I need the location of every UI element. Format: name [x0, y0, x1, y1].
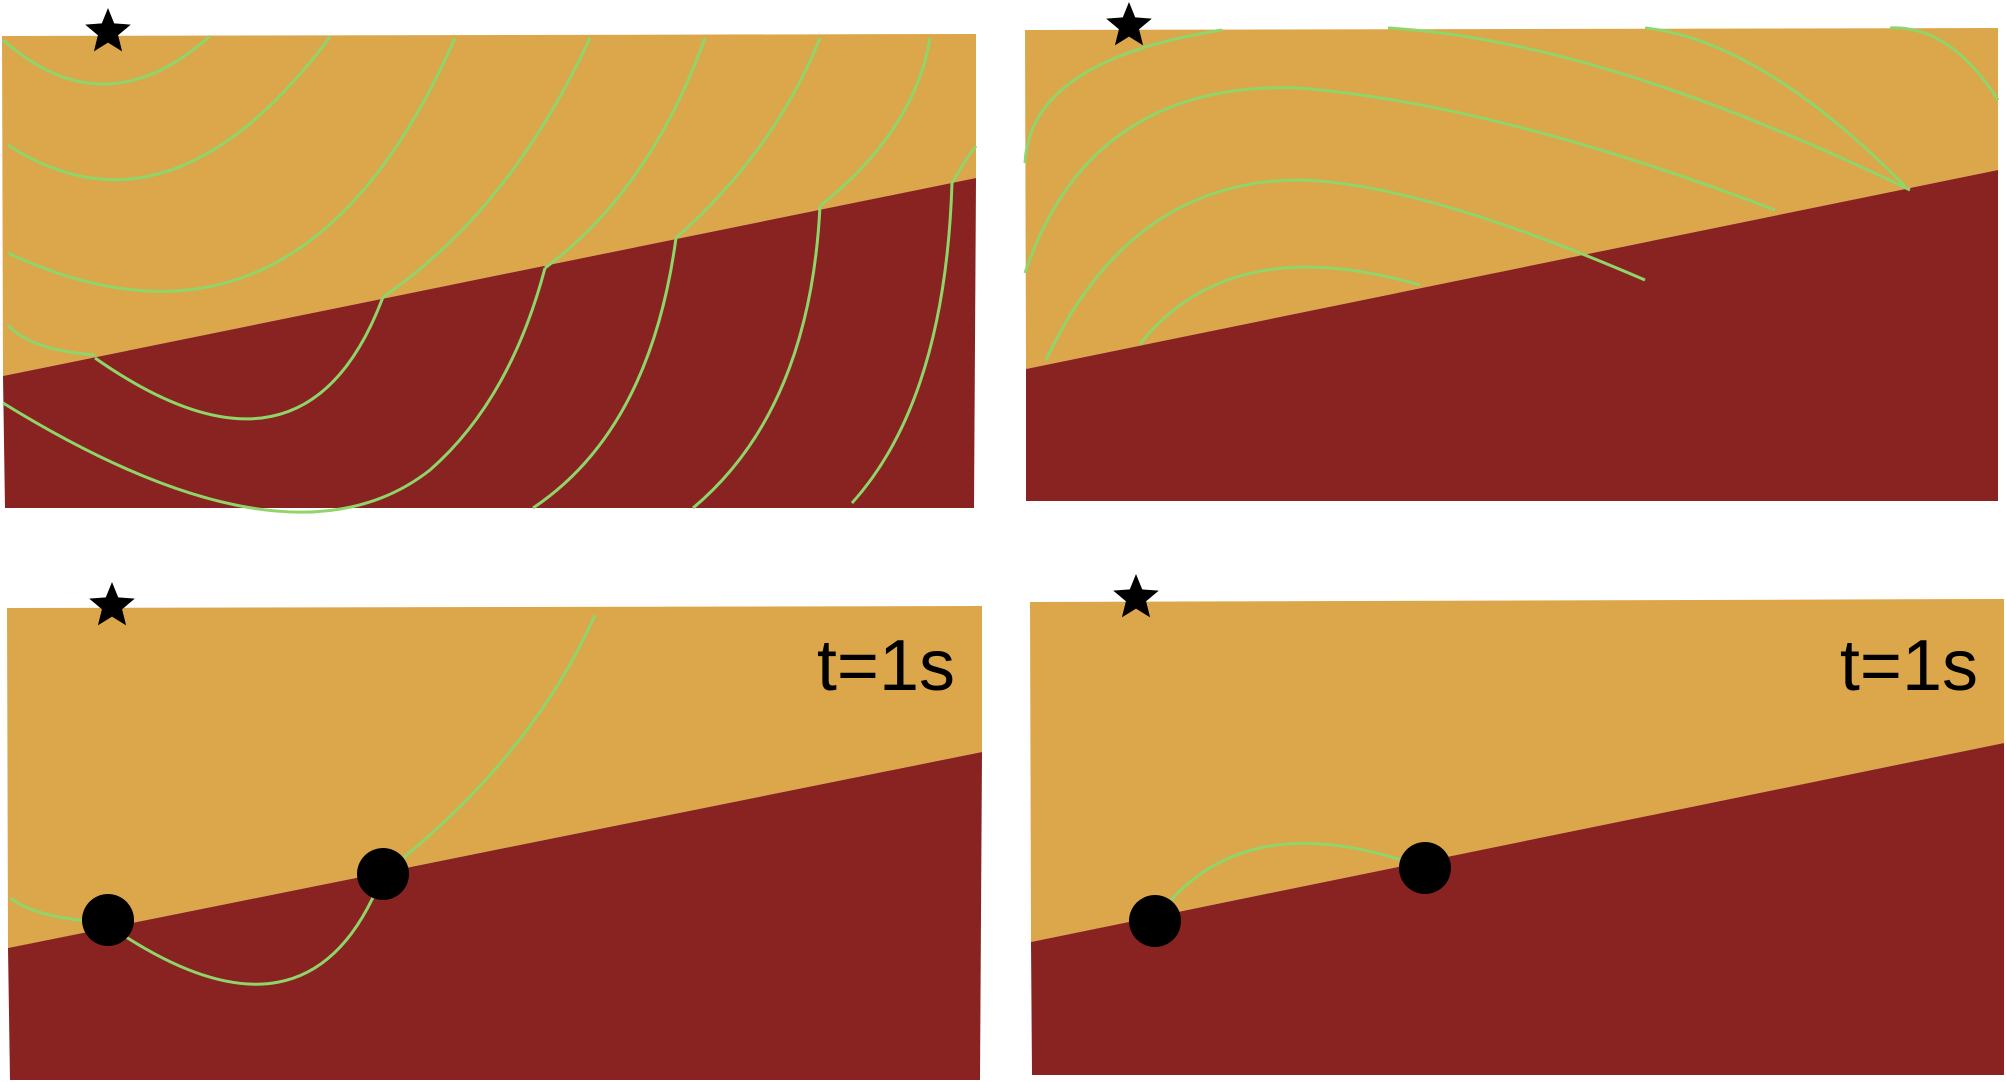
upper-layer [7, 606, 982, 948]
wavefront [1023, 28, 1223, 164]
star-icon [1106, 2, 1152, 46]
lower-layer [1026, 170, 1998, 501]
receiver-icon [1129, 895, 1181, 947]
wavefront [532, 237, 678, 510]
wavefront [692, 205, 822, 510]
wavefront [94, 296, 385, 421]
wavefront [850, 182, 954, 505]
panel-bottom-left: t=1s [7, 582, 982, 1080]
star-icon [85, 8, 131, 52]
wavefront [2, 267, 547, 514]
wavefront [1644, 26, 1907, 188]
wavefront [6, 323, 96, 357]
lower-layer [1031, 743, 2004, 1075]
wavefronts [2, 34, 978, 514]
upper-layer [1025, 28, 1998, 369]
wavefronts [1153, 842, 1426, 921]
receiver-icon [357, 848, 409, 900]
wavefront [107, 873, 385, 986]
wavefront [1889, 26, 2000, 101]
wavefront [2, 34, 211, 86]
wavefront [950, 145, 978, 184]
wavefront [382, 37, 592, 299]
wavefront [1044, 178, 1646, 361]
wavefront [819, 37, 932, 208]
star-icon [1113, 574, 1159, 618]
wavefront [7, 37, 457, 293]
panel-bottom-right: t=1s [1030, 574, 2004, 1075]
star-icon [89, 582, 135, 626]
wavefront [1387, 26, 1911, 192]
wavefront [1023, 86, 1776, 274]
panel-top-right [1023, 2, 2000, 501]
wavefront [382, 614, 597, 876]
wavefront [1138, 265, 1421, 345]
wavefronts [1023, 26, 2000, 361]
wavefront [675, 37, 822, 240]
wavefront [1153, 842, 1426, 921]
panel-top-left [2, 8, 978, 514]
time-label: t=1s [1840, 626, 1978, 706]
time-label: t=1s [817, 626, 955, 706]
upper-layer [2, 34, 976, 376]
lower-layer [8, 752, 982, 1080]
lower-layer [3, 178, 976, 508]
wavefront [544, 37, 707, 270]
wavefront [7, 36, 332, 182]
receiver-icon [1399, 842, 1451, 894]
receiver-icon [82, 894, 134, 946]
upper-layer [1030, 599, 2004, 942]
